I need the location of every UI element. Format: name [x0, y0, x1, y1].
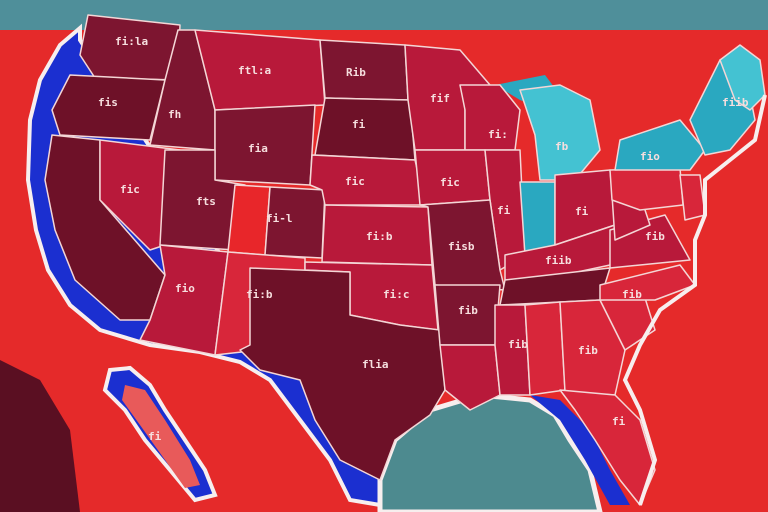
label-new-york: fio: [640, 150, 660, 163]
label-wyoming: fia: [248, 142, 268, 155]
state-mississippi: [494, 304, 531, 396]
label-nevada: fic: [120, 183, 140, 196]
state-labels: fi:la fis fh ftl:a Rib fi fia fic fic ft…: [98, 35, 749, 443]
label-north-carolina: fib: [622, 288, 642, 301]
state-indiana: [519, 181, 556, 256]
state-colorado-west: [227, 184, 271, 256]
lower-left-landmass: [0, 360, 80, 512]
baja-land: [122, 385, 200, 488]
state-louisiana: [439, 344, 501, 411]
state-new-york: [614, 119, 706, 171]
label-mississippi: fib: [508, 338, 528, 351]
label-ohio: fi: [575, 205, 589, 218]
state-georgia: [559, 299, 626, 396]
label-florida: fi: [612, 415, 626, 428]
label-missouri: fisb: [448, 240, 475, 253]
label-north-dakota: Rib: [346, 66, 366, 79]
label-minnesota: fif: [430, 92, 450, 105]
state-texas: [239, 267, 446, 481]
state-new-jersey: [679, 174, 706, 221]
label-nebraska: fic: [345, 175, 365, 188]
label-maine: fiib: [722, 96, 749, 109]
label-virginia: fib: [645, 230, 665, 243]
label-montana: ftl:a: [238, 64, 271, 77]
label-georgia: fib: [578, 344, 598, 357]
state-nevada: [99, 139, 181, 251]
state-michigan: [519, 84, 601, 181]
label-texas: flia: [362, 358, 389, 371]
label-colorado: fi-l: [266, 212, 293, 225]
label-south-dakota: fi: [352, 118, 366, 131]
label-kansas: fi:b: [366, 230, 393, 243]
label-utah: fts: [196, 195, 216, 208]
label-illinois: fi: [497, 204, 511, 217]
state-pennsylvania: [609, 167, 684, 211]
state-north-carolina: [599, 264, 696, 301]
label-kentucky: fiib: [545, 254, 572, 267]
atlantic-coast-edge: [622, 94, 767, 506]
label-arkansas: fib: [458, 304, 478, 317]
state-oregon: [51, 74, 166, 141]
label-oklahoma: fi:c: [383, 288, 410, 301]
gulf-blue-edge: [530, 395, 630, 505]
label-baja: fi: [148, 430, 162, 443]
label-iowa: fic: [440, 176, 460, 189]
label-idaho: fh: [168, 108, 181, 121]
state-alabama: [524, 301, 566, 396]
label-wisconsin: fi:: [488, 128, 508, 141]
label-michigan: fb: [555, 140, 569, 153]
label-washington: fi:la: [115, 35, 148, 48]
label-oregon: fis: [98, 96, 118, 109]
label-arizona: fio: [175, 282, 195, 295]
state-nebraska: [309, 154, 426, 206]
label-new-mexico: fi:b: [246, 288, 273, 301]
